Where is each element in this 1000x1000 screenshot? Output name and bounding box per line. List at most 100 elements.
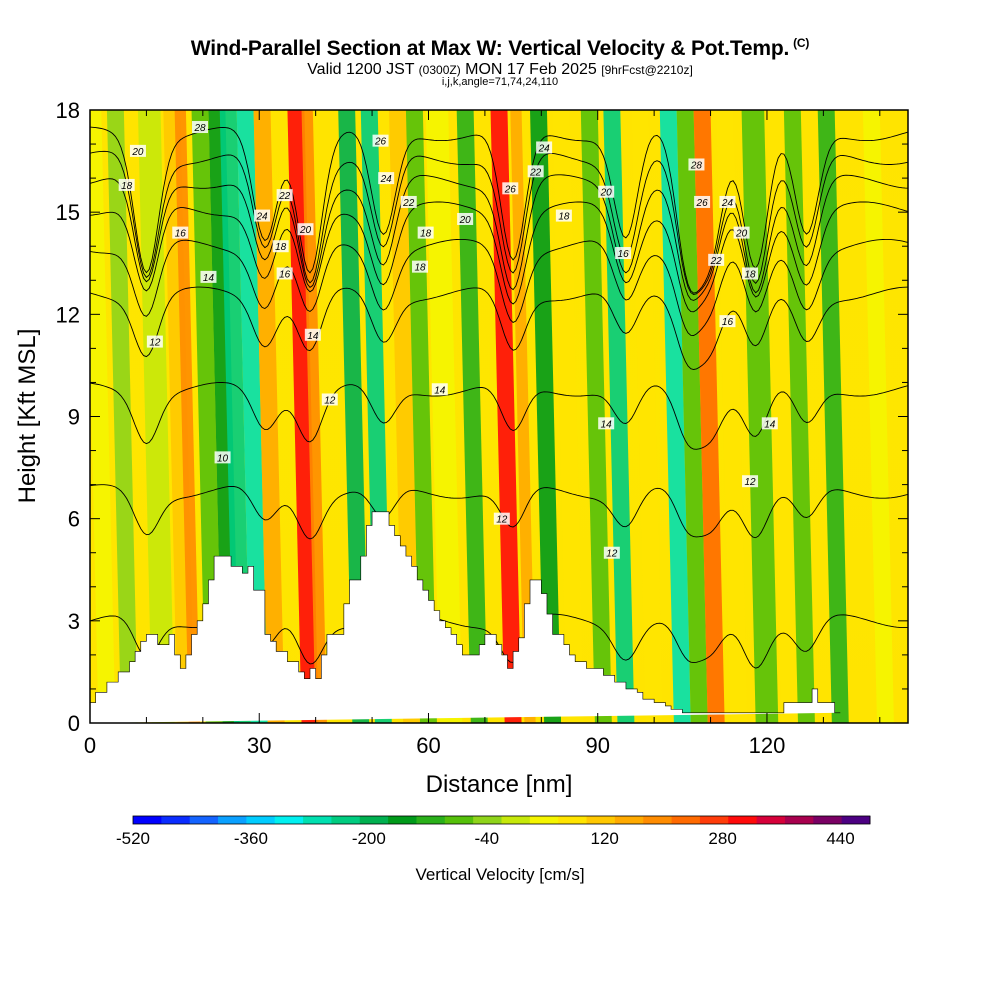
velocity-band — [137, 110, 175, 723]
colorbar-swatch — [756, 816, 786, 824]
contour-label-box — [146, 335, 163, 348]
velocity-band — [174, 110, 201, 723]
velocity-band — [603, 110, 635, 723]
contour-label-box — [527, 165, 544, 178]
contour-label-box — [708, 253, 725, 266]
contour-label-box — [200, 270, 217, 283]
x-tick-label: 0 — [84, 733, 96, 758]
contour-label: 16 — [618, 249, 630, 260]
colorbar-label: 280 — [708, 829, 736, 848]
y-tick-label: 9 — [68, 405, 80, 430]
contour-label: 12 — [149, 338, 161, 349]
forecast-info: [9hrFcst@2210z] — [601, 63, 693, 77]
velocity-band — [530, 110, 562, 723]
colorbar-swatch — [784, 816, 814, 824]
colorbar-swatch — [501, 816, 531, 824]
theta-contour-line — [90, 150, 908, 295]
contour-label-box — [493, 512, 510, 525]
colorbar-swatch — [643, 816, 673, 824]
contour-label: 26 — [696, 198, 709, 209]
y-tick-label: 15 — [56, 200, 80, 225]
contour-label-box — [400, 195, 417, 208]
theta-contour-line — [90, 174, 908, 301]
velocity-band — [862, 110, 894, 723]
contour-label: 24 — [255, 212, 268, 223]
terrain-mask — [90, 511, 841, 723]
colorbar-swatch — [359, 816, 389, 824]
contour-label: 16 — [175, 229, 187, 240]
theta-contour-line — [90, 126, 908, 294]
colorbar-swatch — [388, 816, 417, 824]
contour-label-box — [742, 267, 759, 280]
contour-label-box — [192, 121, 209, 134]
contour-label-box — [761, 417, 778, 430]
contour-label: 12 — [324, 395, 336, 406]
velocity-band — [659, 110, 691, 723]
colorbar-swatch — [246, 816, 276, 824]
theta-contour-line — [90, 201, 908, 313]
colorbar-label: -360 — [234, 829, 268, 848]
contour-label: 12 — [606, 549, 618, 560]
colorbar-label: -40 — [474, 829, 499, 848]
colorbar-swatch — [558, 816, 588, 824]
colorbar-swatch — [841, 816, 871, 824]
contour-labels: 28 20 18 16 14 12 10 24 22 18 20 16 14 12 26 24 22 18 20 18… — [118, 121, 778, 560]
contour-label-box — [555, 209, 572, 222]
velocity-band — [236, 110, 268, 723]
colorbar-title: Vertical Velocity [cm/s] — [415, 865, 584, 884]
contour-label-box — [254, 209, 271, 222]
contour-label: 18 — [744, 269, 756, 280]
velocity-band — [301, 110, 327, 723]
contour-label-box — [372, 134, 389, 147]
chart-title-text: Wind-Parallel Section at Max W: Vertical… — [190, 37, 790, 60]
chart-subtitle: Valid 1200 JST (0300Z) MON 17 Feb 2025 [… — [0, 61, 1000, 79]
contour-label: 26 — [374, 137, 387, 148]
colorbar-label: 440 — [826, 829, 854, 848]
contour-label-box — [733, 226, 750, 239]
valid-date: MON 17 Feb 2025 — [465, 61, 597, 78]
velocity-band — [766, 110, 798, 723]
colorbar-swatch — [699, 816, 729, 824]
contour-label: 20 — [299, 225, 312, 236]
y-tick-label: 18 — [56, 98, 80, 123]
contour-label-box — [214, 451, 231, 464]
theta-contour-line — [90, 484, 908, 540]
colorbar-label: 120 — [590, 829, 618, 848]
velocity-features — [90, 110, 894, 723]
contour-label: 20 — [735, 229, 748, 240]
contour-label: 20 — [600, 188, 613, 199]
velocity-band — [456, 110, 488, 723]
colorbar-swatch — [133, 816, 162, 824]
section-indices: i,j,k,angle=71,74,24,110 — [441, 76, 559, 88]
contour-label: 22 — [529, 167, 542, 178]
colorbar-label: -200 — [352, 829, 386, 848]
velocity-band — [106, 110, 138, 723]
utc-time: (0300Z) — [418, 63, 461, 77]
contour-label: 14 — [434, 385, 446, 396]
contour-label-box — [457, 212, 474, 225]
colorbar-swatch — [189, 816, 219, 824]
contour-label-box — [276, 189, 293, 202]
colorbar: -520 -360 -200 -40 120 280 440 — [116, 815, 871, 848]
contour-label: 26 — [504, 184, 517, 195]
colorbar-frame — [132, 815, 871, 825]
contour-label-box — [536, 141, 553, 154]
contour-label-box — [304, 328, 321, 341]
valid-time: Valid 1200 JST — [307, 61, 415, 78]
contour-label: 14 — [601, 419, 613, 430]
colorbar-swatch — [473, 816, 502, 824]
contour-label: 18 — [414, 263, 426, 274]
colorbar-swatch — [331, 816, 361, 824]
velocity-band — [287, 110, 319, 723]
contour-label: 18 — [558, 212, 570, 223]
velocity-band — [510, 110, 536, 723]
contour-label: 16 — [722, 317, 734, 328]
x-tick-label: 60 — [416, 733, 440, 758]
colorbar-swatch — [218, 816, 247, 824]
contour-label: 28 — [690, 160, 703, 171]
contour-label-box — [431, 383, 448, 396]
velocity-band — [90, 110, 116, 723]
contour-label: 12 — [744, 477, 756, 488]
contour-label: 14 — [203, 273, 215, 284]
contour-label: 22 — [278, 191, 291, 202]
